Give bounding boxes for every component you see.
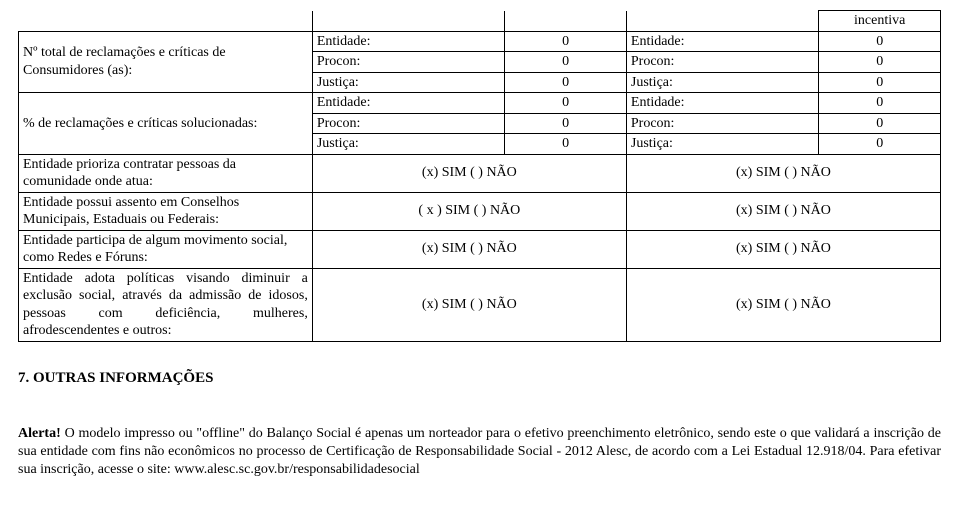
simnao-cell: (x) SIM ( ) NÃO: [626, 230, 940, 268]
sub-key: Procon:: [626, 113, 819, 134]
sub-val: 0: [819, 113, 941, 134]
section-title: 7. OUTRAS INFORMAÇÕES: [18, 370, 941, 387]
sub-key: Entidade:: [312, 31, 505, 52]
sub-val: 0: [505, 31, 627, 52]
sub-val: 0: [505, 52, 627, 73]
sub-val: 0: [819, 93, 941, 114]
sub-val: 0: [505, 134, 627, 155]
blank-cell: [626, 11, 819, 32]
row-label: Entidade participa de algum movimento so…: [19, 230, 313, 268]
alert-block: Alerta! O modelo impresso ou "offline" d…: [18, 425, 941, 480]
sub-key: Procon:: [626, 52, 819, 73]
sub-val: 0: [819, 72, 941, 93]
simnao-cell: (x) SIM ( ) NÃO: [626, 268, 940, 341]
simnao-cell: ( x ) SIM ( ) NÃO: [312, 192, 626, 230]
simnao-cell: (x) SIM ( ) NÃO: [312, 230, 626, 268]
sub-val: 0: [505, 93, 627, 114]
simnao-cell: (x) SIM ( ) NÃO: [626, 192, 940, 230]
sub-key: Justiça:: [312, 72, 505, 93]
data-table: incentiva Nº total de reclamações e críti…: [18, 10, 941, 342]
sub-val: 0: [505, 113, 627, 134]
row-label: Entidade adota políticas visando diminui…: [19, 268, 313, 341]
sub-val: 0: [505, 72, 627, 93]
sub-key: Procon:: [312, 52, 505, 73]
simnao-cell: (x) SIM ( ) NÃO: [626, 154, 940, 192]
simnao-cell: (x) SIM ( ) NÃO: [312, 268, 626, 341]
sub-key: Procon:: [312, 113, 505, 134]
simnao-cell: (x) SIM ( ) NÃO: [312, 154, 626, 192]
sub-key: Entidade:: [626, 93, 819, 114]
sub-key: Entidade:: [312, 93, 505, 114]
sub-val: 0: [819, 31, 941, 52]
row-label: Entidade possui assento em Conselhos Mun…: [19, 192, 313, 230]
sub-val: 0: [819, 134, 941, 155]
blank-cell: [19, 11, 313, 32]
sub-key: Justiça:: [626, 134, 819, 155]
blank-cell: [312, 11, 505, 32]
sub-val: 0: [819, 52, 941, 73]
sub-key: Justiça:: [626, 72, 819, 93]
incentiva-cell: incentiva: [819, 11, 941, 32]
sub-key: Justiça:: [312, 134, 505, 155]
alert-text: O modelo impresso ou "offline" do Balanç…: [18, 426, 941, 477]
row-label: Entidade prioriza contratar pessoas da c…: [19, 154, 313, 192]
sub-key: Entidade:: [626, 31, 819, 52]
row-label: % de reclamações e críticas solucionadas…: [19, 93, 313, 155]
row-label: Nº total de reclamações e críticas de Co…: [19, 31, 313, 93]
blank-cell: [505, 11, 627, 32]
alert-label: Alerta!: [18, 426, 61, 441]
